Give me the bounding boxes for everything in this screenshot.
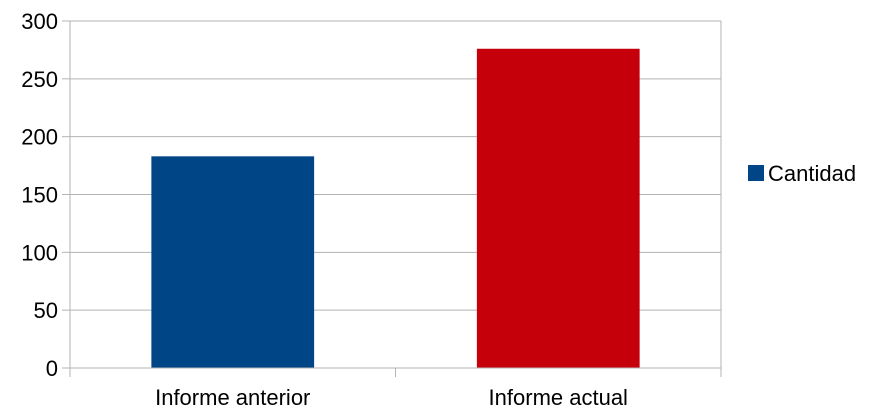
bar-informe-anterior (151, 156, 315, 368)
legend-swatch (748, 165, 764, 181)
y-tick-label: 100 (21, 240, 58, 265)
x-category-label: Informe actual (489, 385, 628, 410)
y-tick-label: 50 (34, 298, 58, 323)
y-tick-labels: 0 50 100 150 200 250 300 (21, 9, 58, 381)
axes (62, 20, 722, 377)
legend-label: Cantidad (768, 161, 856, 186)
legend: Cantidad (748, 161, 856, 186)
y-tick-label: 150 (21, 183, 58, 208)
y-tick-label: 200 (21, 125, 58, 150)
x-category-labels: Informe anterior Informe actual (155, 385, 628, 410)
y-tick-label: 250 (21, 67, 58, 92)
bars (151, 48, 640, 368)
x-category-label: Informe anterior (155, 385, 310, 410)
y-tick-label: 300 (21, 9, 58, 34)
y-tick-label: 0 (46, 356, 58, 381)
bar-informe-actual (476, 48, 640, 368)
